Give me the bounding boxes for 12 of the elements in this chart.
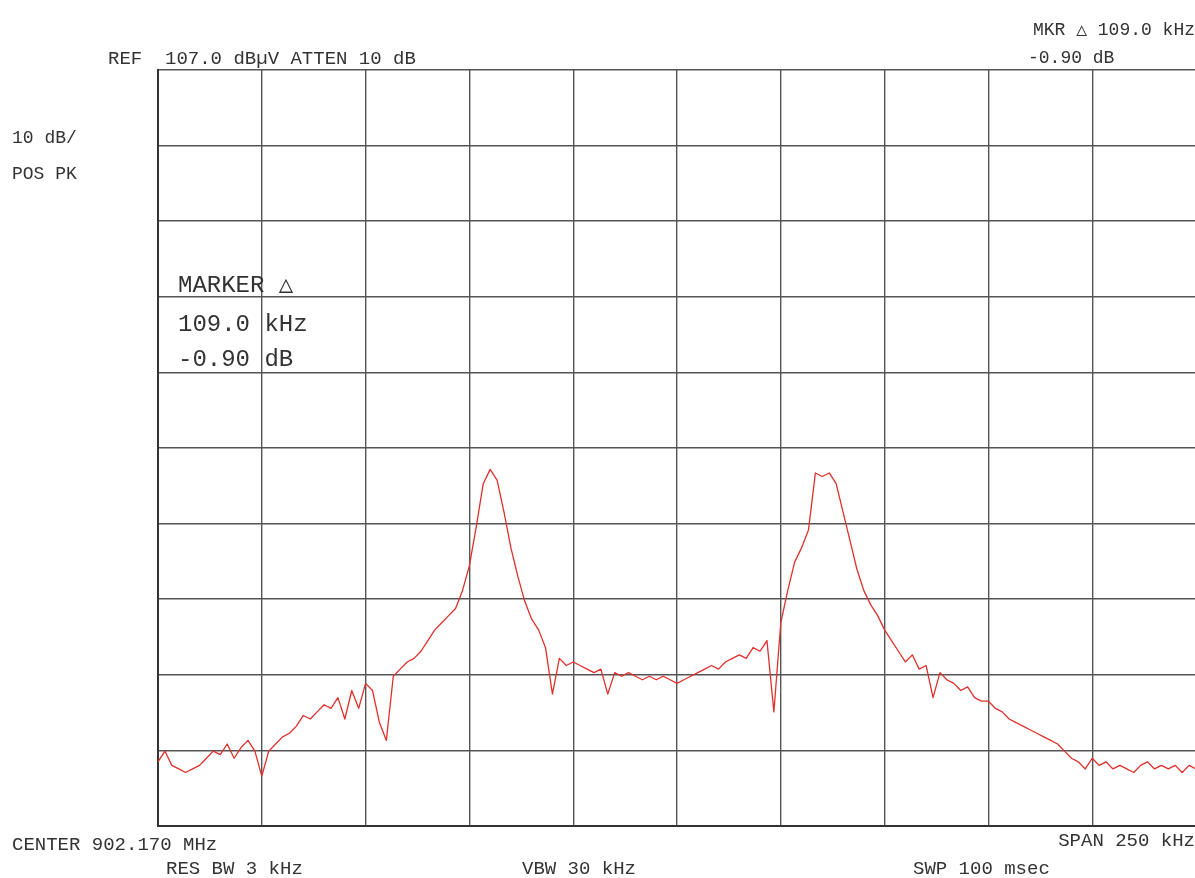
- text: VBW 30 kHz: [522, 858, 637, 878]
- text: -0.90 dB: [1028, 48, 1115, 68]
- text: REF 107.0 dBµV ATTEN 10 dB: [108, 48, 416, 70]
- text: MKR △ 109.0 kHz: [1032, 19, 1195, 40]
- text: SPAN 250 kHz: [1058, 830, 1195, 852]
- text: -0.90 dB: [178, 346, 294, 373]
- text: CENTER 902.170 MHz: [12, 834, 218, 856]
- text: 10 dB/: [12, 128, 77, 148]
- text: SWP 100 msec: [913, 858, 1050, 878]
- text: 109.0 kHz: [178, 311, 308, 338]
- text: POS PK: [12, 164, 77, 184]
- text: RES BW 3 kHz: [166, 858, 303, 878]
